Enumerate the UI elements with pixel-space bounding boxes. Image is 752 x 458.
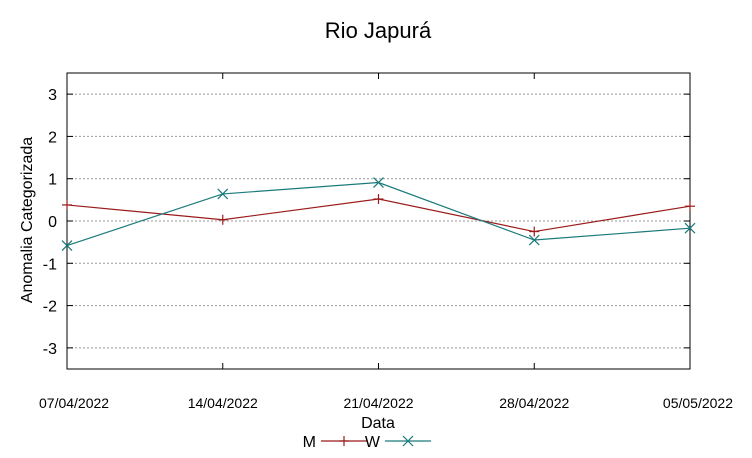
series-w-point — [373, 177, 384, 188]
marker-stroke — [61, 240, 73, 251]
series-w — [61, 177, 696, 251]
legend-label-w: W — [365, 434, 381, 451]
y-tick-label: -1 — [43, 256, 57, 273]
marker-stroke — [217, 188, 229, 200]
series-w-point — [217, 188, 229, 200]
legend-item-w: W — [365, 434, 431, 451]
series-w-point — [61, 240, 73, 251]
x-tick-label: 21/04/2022 — [343, 395, 413, 411]
series-layer — [61, 177, 696, 251]
legend-marker-m — [339, 436, 349, 446]
y-tick-label: 1 — [48, 172, 57, 189]
series-w-line — [66, 181, 691, 247]
marker-stroke — [402, 435, 414, 447]
marker-stroke — [373, 177, 384, 188]
series-m-point — [62, 199, 72, 210]
chart-title: Rio Japurá — [325, 18, 432, 43]
legend-marker-w — [402, 435, 414, 447]
marker-stroke — [684, 222, 696, 234]
y-tick-label: 3 — [48, 87, 57, 104]
marker-stroke — [528, 234, 540, 246]
y-tick-label: 0 — [48, 214, 57, 231]
y-tick-label: 2 — [48, 129, 57, 146]
series-m — [62, 194, 695, 237]
y-tick-label: -2 — [43, 299, 57, 316]
series-m-point — [529, 226, 540, 237]
y-axis-label: Anomalia Categorizada — [19, 137, 36, 303]
x-tick-label: 05/05/2022 — [663, 395, 733, 411]
series-w-point — [528, 234, 540, 246]
x-tick-label: 28/04/2022 — [499, 395, 569, 411]
x-axis-label: Data — [361, 415, 395, 432]
x-tick-label: 07/04/2022 — [39, 395, 109, 411]
y-tick-label: -3 — [43, 341, 57, 358]
legend-label-m: M — [303, 434, 316, 451]
series-m-point — [373, 194, 384, 205]
x-tick-label: 14/04/2022 — [188, 395, 258, 411]
series-m-point — [217, 214, 228, 225]
legend-item-m: M — [303, 434, 367, 451]
x-axis: 07/04/2022 14/04/2022 21/04/2022 28/04/2022… — [39, 73, 733, 411]
series-w-point — [684, 222, 696, 234]
series-m-point — [685, 201, 695, 212]
y-axis: 3 2 1 0 -1 -2 -3 — [43, 87, 690, 358]
